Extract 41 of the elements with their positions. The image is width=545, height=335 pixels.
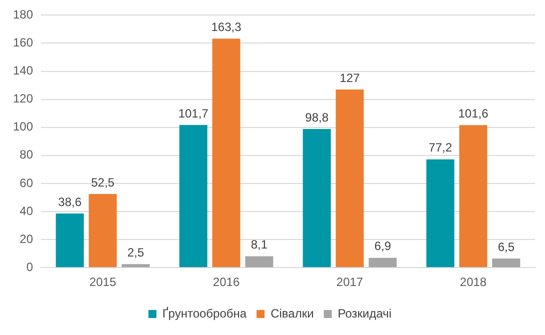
y-tick-label: 120 xyxy=(12,92,34,106)
bar xyxy=(245,256,274,268)
legend-label: Розкидачі xyxy=(338,306,392,320)
bar xyxy=(492,258,520,268)
data-label: 52,5 xyxy=(91,175,115,190)
x-tick-label: 2018 xyxy=(460,275,487,290)
y-tick-label: 20 xyxy=(20,232,34,246)
legend-label: Сівалки xyxy=(270,306,314,320)
data-label: 127 xyxy=(340,70,360,85)
data-label: 6,5 xyxy=(498,240,515,254)
bar xyxy=(426,159,454,268)
bar xyxy=(368,258,397,268)
data-label: 2,5 xyxy=(127,245,144,260)
y-tick-label: 80 xyxy=(20,148,34,162)
data-label: 8,1 xyxy=(250,238,268,252)
legend-label: Ґрунтообробна xyxy=(162,306,247,320)
y-tick-label: 140 xyxy=(12,64,34,78)
data-label: 163,3 xyxy=(211,20,242,34)
data-label: 6,9 xyxy=(374,239,392,254)
data-label: 77,2 xyxy=(428,140,452,155)
data-label: 101,6 xyxy=(458,106,489,120)
bar xyxy=(212,38,240,268)
y-tick-label: 100 xyxy=(12,120,34,134)
bar xyxy=(56,213,84,268)
bar xyxy=(302,129,331,268)
bar xyxy=(122,264,150,268)
y-tick-label: 0 xyxy=(26,260,34,274)
x-tick-label: 2016 xyxy=(212,275,240,290)
data-label: 38,6 xyxy=(58,194,82,209)
bar xyxy=(179,124,208,268)
y-tick-label: 180 xyxy=(12,8,34,22)
x-tick-label: 2015 xyxy=(89,275,116,290)
y-tick-label: 60 xyxy=(20,176,34,190)
data-label: 101,7 xyxy=(178,106,209,120)
y-tick-label: 160 xyxy=(12,36,34,50)
bar xyxy=(88,194,117,268)
bar xyxy=(336,90,364,268)
x-tick-label: 2017 xyxy=(336,275,364,290)
y-tick-label: 40 xyxy=(20,204,34,218)
data-label: 98,8 xyxy=(305,110,329,124)
bar xyxy=(459,125,488,268)
